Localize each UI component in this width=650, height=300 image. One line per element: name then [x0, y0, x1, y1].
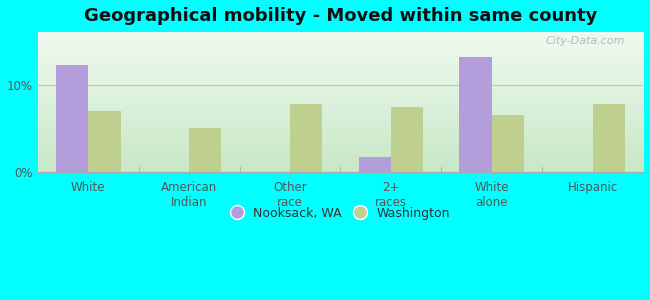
Bar: [359, 157, 391, 172]
Bar: [56, 65, 88, 172]
Bar: [290, 104, 322, 172]
Legend: Nooksack, WA, Washington: Nooksack, WA, Washington: [226, 202, 455, 225]
Text: City-Data.com: City-Data.com: [545, 36, 625, 46]
Title: Geographical mobility - Moved within same county: Geographical mobility - Moved within sam…: [84, 7, 597, 25]
Bar: [460, 57, 492, 172]
Bar: [492, 115, 524, 172]
Bar: [88, 111, 120, 172]
Bar: [391, 106, 423, 172]
Bar: [189, 128, 222, 172]
Bar: [593, 104, 625, 172]
